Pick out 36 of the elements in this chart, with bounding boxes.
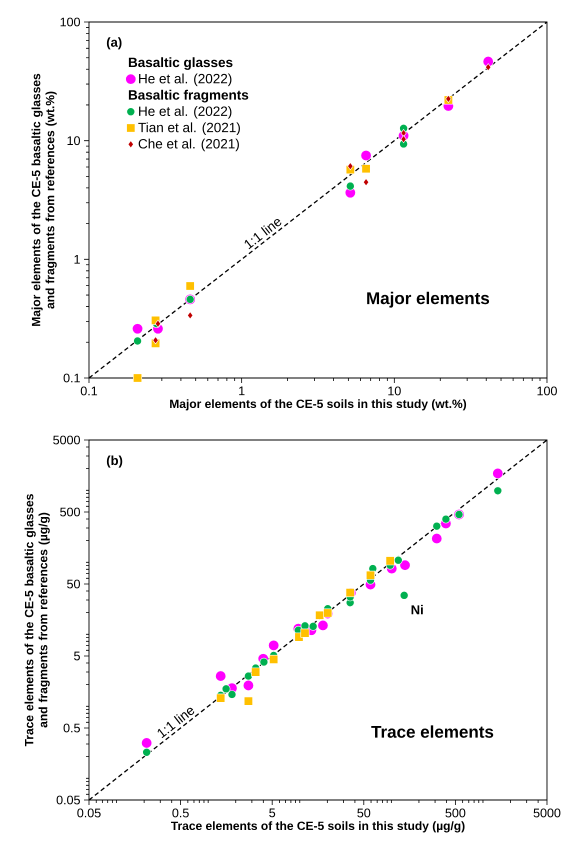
y-tick-label: 0.05	[56, 796, 80, 804]
x-tick-label: 1	[239, 386, 245, 396]
x-tick-label: 500	[445, 808, 466, 818]
text: (a)	[106, 37, 122, 50]
text: (b)	[106, 456, 122, 468]
y-tick-label: 5000	[53, 436, 80, 444]
annotation: Trace elements	[371, 725, 494, 738]
x-tick-label: 10	[388, 386, 401, 396]
x-tick-label: 100	[538, 386, 557, 396]
y-tick-label: 5	[74, 652, 80, 660]
legend-label: He et al. (2022)	[139, 74, 232, 86]
text: 1:1 line	[158, 708, 194, 738]
legend-label: Tian et al. (2021)	[138, 122, 240, 135]
legend-label: He et al. (2022)	[139, 106, 232, 119]
x-tick-label: 0.1	[80, 386, 98, 396]
x-axis-title: Trace elements of the CE-5 soils in this study (µg/g)	[170, 821, 465, 832]
annotation: Major elements	[367, 292, 490, 308]
text: 1:1 line	[244, 218, 282, 250]
legend-label: Che et al. (2021)	[138, 138, 239, 152]
y-tick-label: 100	[60, 18, 80, 26]
annotation: Basaltic glasses	[128, 57, 232, 70]
x-tick-label: 50	[357, 808, 370, 818]
y-tick-label: 10	[68, 136, 80, 146]
x-tick-label: 5000	[534, 808, 560, 818]
annotation: Basaltic fragments	[128, 90, 248, 102]
y-tick-label: 0.1	[64, 374, 80, 382]
y-tick-label: 500	[60, 508, 80, 516]
y-axis-title: Trace elements of the CE-5 basaltic glasses and fragments from references (µg/g)	[24, 494, 50, 746]
y-axis-title: Major elements of the CE-5 basaltic glasses and fragments from references (wt.%)	[32, 74, 57, 326]
y-tick-label: 50	[67, 580, 80, 588]
y-tick-label: 0.5	[64, 724, 80, 732]
x-tick-label: 0.5	[172, 808, 189, 818]
annotation: Ni	[412, 604, 423, 614]
x-tick-label: 5	[269, 808, 276, 818]
x-axis-title: Major elements of the CE-5 soils in this study (wt.%)	[170, 399, 466, 410]
y-tick-label: 1	[74, 255, 80, 264]
